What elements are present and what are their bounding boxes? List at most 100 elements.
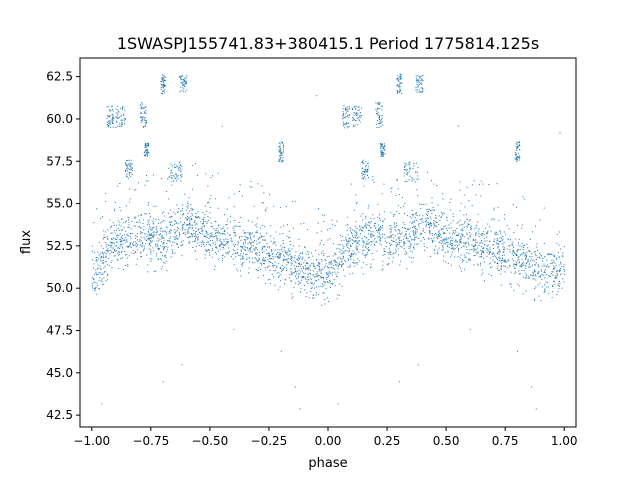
data-point: [300, 279, 302, 281]
data-point: [365, 222, 367, 224]
data-point: [120, 241, 122, 242]
data-point: [488, 273, 490, 275]
data-point: [105, 250, 107, 252]
data-point: [354, 241, 356, 243]
data-point: [368, 225, 370, 227]
data-point: [434, 220, 436, 222]
data-point: [310, 273, 311, 275]
data-point: [181, 81, 183, 83]
data-point: [467, 241, 469, 243]
data-point: [102, 247, 104, 249]
data-point: [339, 251, 341, 253]
data-point: [180, 86, 182, 88]
data-point: [309, 277, 311, 279]
data-point: [269, 283, 271, 285]
data-point: [155, 231, 157, 233]
data-point: [216, 240, 218, 242]
data-point: [211, 235, 213, 237]
data-point: [389, 249, 391, 251]
data-point: [455, 240, 457, 242]
data-point: [474, 255, 476, 256]
data-point: [142, 243, 143, 244]
data-point: [180, 89, 182, 91]
data-point: [156, 253, 158, 255]
data-point: [105, 255, 107, 257]
data-point: [541, 265, 543, 267]
data-point: [267, 252, 269, 254]
data-point: [283, 254, 284, 256]
data-point: [250, 181, 252, 182]
data-point: [192, 164, 194, 166]
data-point: [207, 241, 209, 243]
data-point: [245, 246, 247, 248]
data-point: [211, 234, 213, 235]
data-point: [319, 267, 321, 269]
data-point: [300, 223, 302, 225]
data-point: [490, 230, 492, 232]
data-point: [233, 206, 235, 208]
data-point: [145, 155, 146, 157]
data-point: [270, 262, 272, 263]
data-point: [394, 235, 396, 237]
data-point: [278, 146, 280, 148]
data-point: [377, 102, 379, 104]
data-point: [521, 258, 523, 260]
data-point: [458, 249, 460, 250]
data-point: [379, 217, 381, 219]
data-point: [388, 247, 390, 249]
data-point: [336, 265, 338, 267]
data-point: [155, 226, 157, 228]
data-point: [312, 284, 314, 286]
data-point: [207, 233, 209, 235]
data-point: [381, 146, 383, 147]
data-point: [504, 265, 506, 267]
data-point: [362, 262, 364, 264]
data-point: [177, 175, 179, 177]
data-point: [278, 142, 280, 144]
data-point: [234, 193, 236, 195]
data-point: [148, 226, 150, 227]
data-point: [229, 234, 231, 236]
data-point: [315, 273, 317, 275]
data-point: [249, 237, 251, 239]
data-point: [399, 86, 401, 88]
data-point: [513, 247, 515, 248]
data-point: [102, 252, 104, 254]
data-point: [417, 89, 418, 91]
data-point: [209, 217, 211, 219]
data-point: [287, 251, 289, 253]
data-point: [417, 166, 419, 168]
data-point: [494, 233, 496, 235]
data-point: [498, 259, 500, 261]
data-point: [308, 253, 309, 255]
data-point: [341, 253, 343, 255]
data-point: [406, 169, 408, 171]
data-point: [354, 240, 356, 241]
data-point: [268, 254, 270, 256]
data-point: [279, 151, 281, 153]
data-point: [475, 245, 476, 246]
data-point: [445, 239, 447, 241]
data-point: [209, 254, 211, 256]
data-point: [117, 259, 119, 261]
data-point: [420, 208, 422, 210]
data-point: [513, 260, 514, 262]
data-point: [294, 386, 296, 388]
data-point: [182, 224, 183, 226]
data-point: [327, 276, 329, 277]
data-point: [393, 240, 395, 242]
data-point: [280, 226, 282, 228]
data-point: [244, 250, 246, 252]
data-point: [411, 180, 413, 182]
data-point: [413, 221, 415, 223]
data-point: [247, 249, 249, 251]
data-point: [308, 257, 310, 258]
data-point: [199, 232, 201, 234]
data-point: [466, 234, 468, 236]
data-point: [164, 76, 166, 78]
data-point: [347, 114, 349, 116]
data-point: [368, 221, 370, 223]
data-point: [217, 231, 219, 233]
data-point: [185, 209, 187, 211]
data-point: [371, 253, 373, 254]
